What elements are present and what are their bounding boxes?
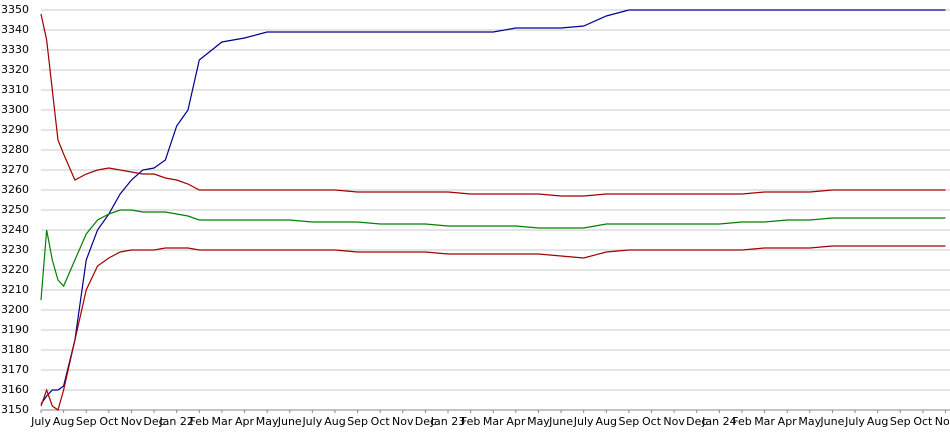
x-tick-label: Sep (76, 415, 97, 428)
y-tick-label: 3170 (1, 363, 29, 376)
x-tick-label: Dec (415, 415, 436, 428)
x-tick-label: Dec (686, 415, 707, 428)
x-tick-label: Oct (642, 415, 662, 428)
y-tick-label: 3300 (1, 103, 29, 116)
y-tick-label: 3290 (1, 123, 29, 136)
y-tick-label: 3280 (1, 143, 29, 156)
y-tick-label: 3310 (1, 83, 29, 96)
y-tick-label: 3320 (1, 63, 29, 76)
y-tick-label: 3250 (1, 203, 29, 216)
x-tick-label: May (256, 415, 279, 428)
x-tick-label: Oct (371, 415, 391, 428)
x-tick-label: Aug (53, 415, 74, 428)
x-tick-label: Dec (143, 415, 164, 428)
y-tick-label: 3340 (1, 23, 29, 36)
series-line (40, 13, 946, 197)
series-line (40, 245, 946, 411)
series-line (40, 209, 946, 301)
x-tick-label: Sep (890, 415, 911, 428)
y-tick-label: 3150 (1, 403, 29, 416)
x-tick-label: May (798, 415, 821, 428)
x-tick-label: Sep (347, 415, 368, 428)
y-tick-label: 3220 (1, 263, 29, 276)
x-tick-label: June (819, 415, 844, 428)
y-tick-label: 3200 (1, 303, 29, 316)
x-tick-label: Aug (324, 415, 345, 428)
x-tick-label: July (573, 415, 594, 428)
y-tick-label: 3330 (1, 43, 29, 56)
x-tick-label: Feb (461, 415, 480, 428)
x-tick-label: Aug (596, 415, 617, 428)
y-tick-label: 3230 (1, 243, 29, 256)
y-tick-label: 3190 (1, 323, 29, 336)
x-tick-label: June (277, 415, 302, 428)
x-tick-label: July (301, 415, 322, 428)
x-tick-label: Feb (190, 415, 209, 428)
y-tick-label: 3240 (1, 223, 29, 236)
y-tick-label: 3210 (1, 283, 29, 296)
x-tick-label: Oct (99, 415, 119, 428)
y-tick-label: 3270 (1, 163, 29, 176)
x-tick-label: Aug (867, 415, 888, 428)
x-tick-label: Nov (392, 415, 414, 428)
x-tick-label: May (527, 415, 550, 428)
x-tick-label: Mar (212, 415, 233, 428)
x-tick-label: Apr (506, 415, 526, 428)
x-tick-label: Apr (778, 415, 798, 428)
x-tick-label: Nov (935, 415, 950, 428)
x-tick-label: Feb (732, 415, 751, 428)
x-tick-label: Nov (121, 415, 143, 428)
y-tick-label: 3180 (1, 343, 29, 356)
x-tick-label: Jan 22 (158, 415, 193, 428)
y-tick-label: 3160 (1, 383, 29, 396)
x-tick-label: Nov (663, 415, 685, 428)
x-tick-label: Jan 23 (430, 415, 465, 428)
y-tick-label: 3350 (1, 3, 29, 16)
x-tick-label: Oct (913, 415, 933, 428)
x-tick-label: Apr (235, 415, 255, 428)
y-tick-label: 3260 (1, 183, 29, 196)
x-tick-label: July (30, 415, 51, 428)
x-tick-label: Jan 24 (701, 415, 736, 428)
x-tick-label: Sep (619, 415, 640, 428)
series-line (40, 9, 946, 405)
x-tick-label: July (844, 415, 865, 428)
x-tick-label: Mar (754, 415, 775, 428)
x-tick-label: June (548, 415, 573, 428)
x-tick-label: Mar (483, 415, 504, 428)
